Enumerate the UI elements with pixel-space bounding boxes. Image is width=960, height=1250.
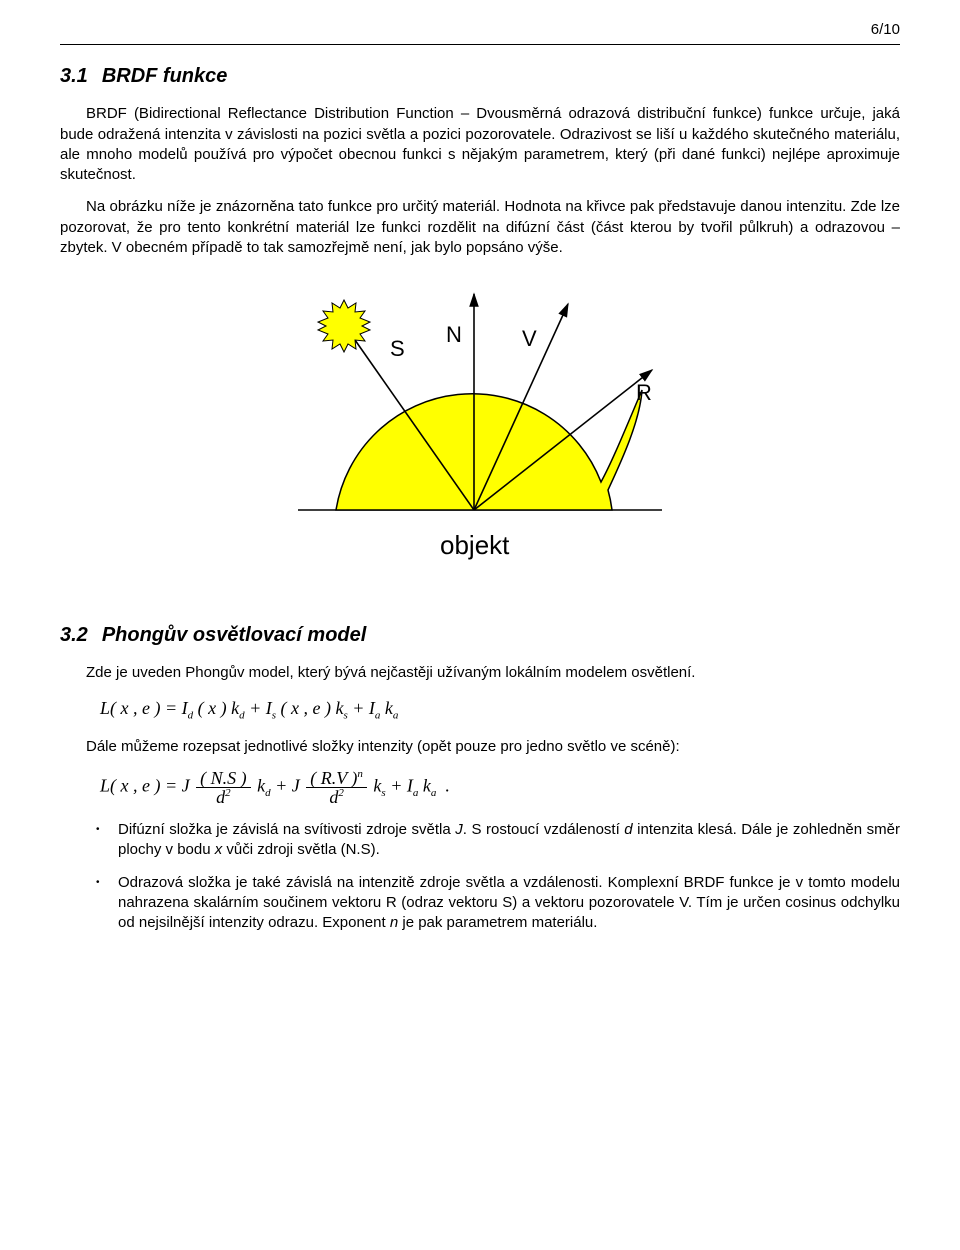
sec31-para-2: Na obrázku níže je znázorněna tato funkc… [60, 197, 900, 258]
label-object: objekt [440, 530, 510, 560]
bullet-2: Odrazová složka je také závislá na inten… [96, 873, 900, 934]
section-title: BRDF funkce [102, 65, 228, 87]
bullets: Difúzní složka je závislá na svítivosti … [96, 820, 900, 933]
label-R: R [636, 380, 652, 405]
section-number-32: 3.2 [60, 624, 88, 646]
bullet-1: Difúzní složka je závislá na svítivosti … [96, 820, 900, 861]
page-number: 6/10 [60, 20, 900, 40]
section-number: 3.1 [60, 65, 88, 87]
section-3-2-heading: 3.2 Phongův osvětlovací model [60, 622, 900, 649]
section-title-32: Phongův osvětlovací model [102, 624, 367, 646]
top-rule [60, 44, 900, 45]
brdf-figure: S N V R objekt [60, 282, 900, 578]
sec31-para-1: BRDF (Bidirectional Reflectance Distribu… [60, 104, 900, 185]
sec32-after-eq1: Dále můžeme rozepsat jednotlivé složky i… [60, 737, 900, 757]
label-N: N [446, 322, 462, 347]
sec32-intro: Zde je uveden Phongův model, který bývá … [60, 663, 900, 683]
label-S: S [390, 336, 405, 361]
label-V: V [522, 326, 537, 351]
brdf-svg: S N V R objekt [290, 282, 670, 572]
section-3-1-heading: 3.1 BRDF funkce [60, 63, 900, 90]
equation-2: L( x , e ) = J ( N.S )d2 kd + J ( R.V )n… [100, 769, 900, 806]
equation-1: L( x , e ) = Id ( x ) kd + Is ( x , e ) … [100, 696, 900, 723]
